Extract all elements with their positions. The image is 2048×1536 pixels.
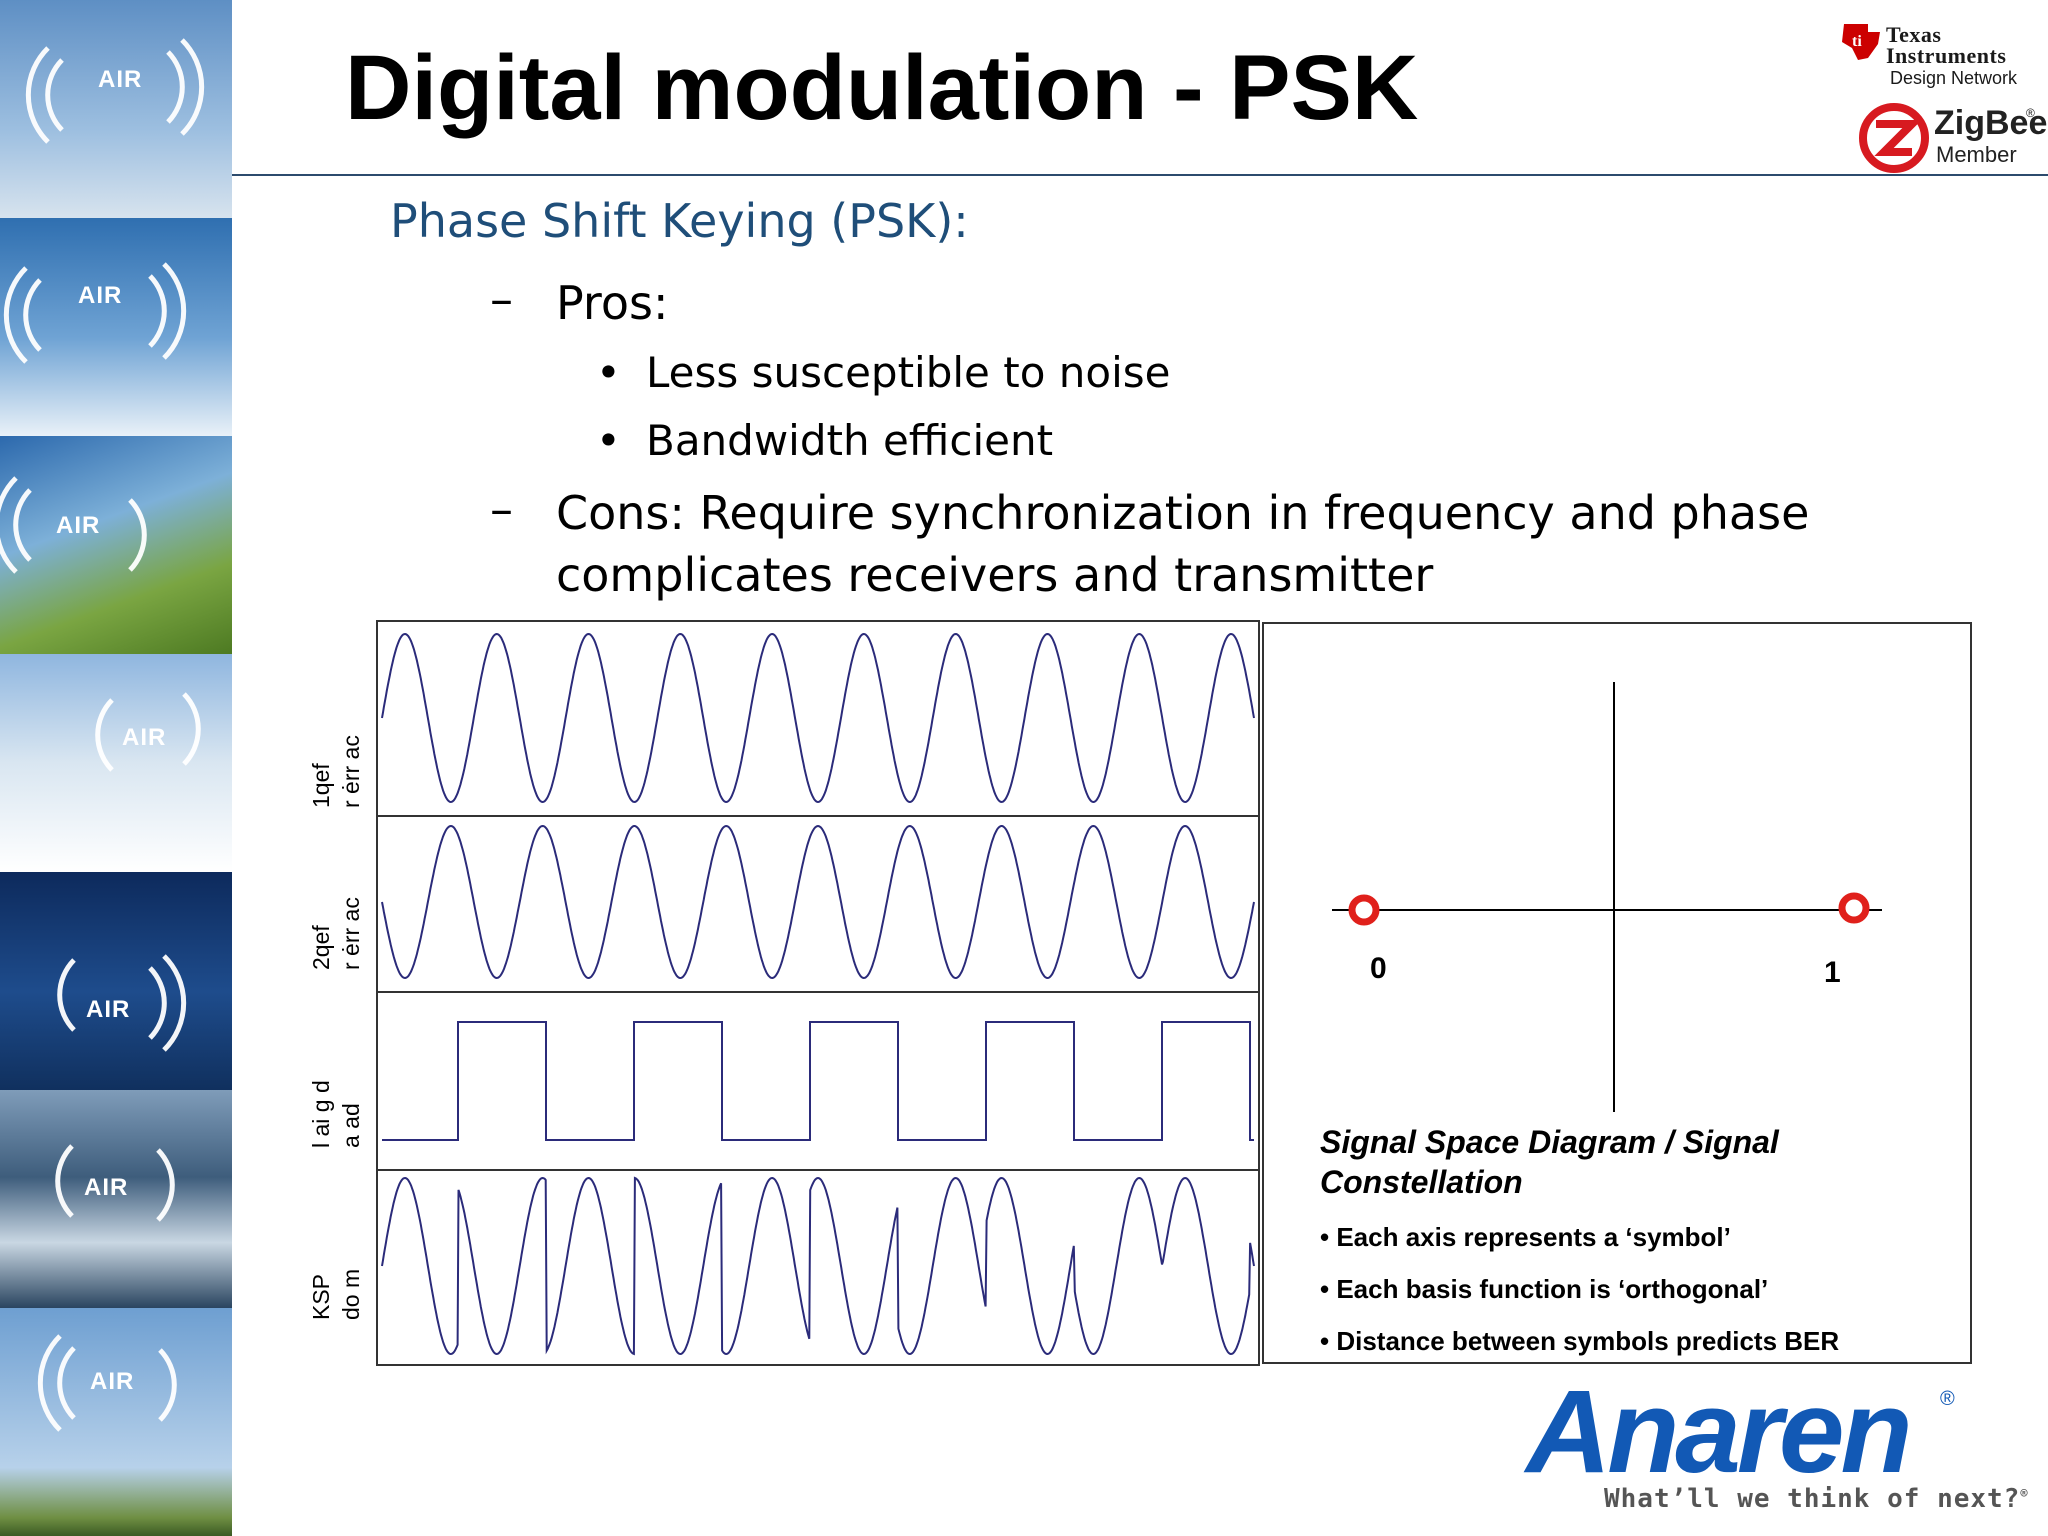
row-label-carrier-2: 2qef r ėrr ac xyxy=(306,897,366,970)
zigbee-member-logo: ZigBee ® Member xyxy=(1856,100,2047,176)
anaren-logo: Anaren ® What’ll we think of next?® xyxy=(1520,1366,2040,1524)
anaren-tagline: What’ll we think of next?® xyxy=(1604,1484,2029,1514)
pros-label: Pros: xyxy=(556,276,669,330)
constellation-note: • Each basis function is ‘orthogonal’ xyxy=(1320,1274,1769,1304)
ti-state-icon: ti xyxy=(1842,24,1880,60)
psk-heading: Phase Shift Keying (PSK): xyxy=(390,194,969,248)
bullet-marker: • xyxy=(596,416,621,465)
constellation-title: Signal Space Diagram / Signal Constellat… xyxy=(1320,1124,1779,1200)
photo-panel-windsurfer: AIR xyxy=(0,872,232,1090)
photo-panel-skateboarder: AIR xyxy=(0,0,232,218)
row-label-line: a ad xyxy=(338,1103,364,1148)
digital-data-wave xyxy=(382,1021,1254,1141)
ti-brand-line1: Texas xyxy=(1886,22,1942,47)
dash-marker: – xyxy=(490,482,513,536)
cons-item: – Cons: Require synchronization in frequ… xyxy=(490,482,1990,612)
radio-waves-decoration xyxy=(0,38,205,1432)
texas-instruments-logo: ti Texas Instruments Design Network xyxy=(1836,18,2036,92)
row-label-line: 1qef xyxy=(308,763,334,808)
anaren-tagline-text: What’ll we think of next? xyxy=(1604,1484,2021,1514)
svg-text:ti: ti xyxy=(1852,33,1862,50)
carrier-2-wave xyxy=(381,824,1255,980)
anaren-registered-mark: ® xyxy=(1940,1388,1955,1410)
signal-constellation-panel: 0 1 Signal Space Diagram / Signal Conste… xyxy=(1262,622,1972,1364)
row-label-carrier-1: 1qef r ėrr ac xyxy=(306,735,366,808)
constellation-note: • Distance between symbols predicts BER xyxy=(1320,1326,1840,1356)
pros-point-text: Bandwidth efficient xyxy=(646,416,1054,465)
photo-panel-cyclist: AIR xyxy=(0,436,232,654)
slide-title: Digital modulation - PSK xyxy=(345,37,1419,139)
zigbee-registered-mark: ® xyxy=(2026,106,2035,120)
row-label-line: l ai g d xyxy=(308,1080,334,1148)
psk-modulated-wave xyxy=(381,1176,1255,1356)
dash-marker: – xyxy=(490,272,513,326)
air-badge: AIR xyxy=(98,66,143,93)
row-label-line: r ėrr ac xyxy=(338,897,364,970)
air-badge: AIR xyxy=(90,1368,135,1395)
symbol-0-label: 0 xyxy=(1370,952,1387,985)
constellation-axes xyxy=(1332,682,1882,1112)
air-badge: AIR xyxy=(56,512,101,539)
pros-item: – Pros: xyxy=(490,272,1690,334)
cons-line-1: Cons: Require synchronization in frequen… xyxy=(556,486,1810,540)
photo-panel-surfer: AIR xyxy=(0,1090,232,1308)
row-label-digital-data: l ai g d a ad xyxy=(306,1080,366,1148)
air-badge: AIR xyxy=(78,282,123,309)
carrier-1-wave xyxy=(381,632,1255,804)
photo-panel-skier: AIR xyxy=(0,218,232,436)
anaren-tagline-reg: ® xyxy=(2020,1486,2029,1501)
photo-panel-skater: AIR xyxy=(0,1308,232,1536)
title-divider xyxy=(232,174,2048,176)
row-label-line: KSP xyxy=(308,1273,334,1320)
constellation-note-text: Distance between symbols predicts BER xyxy=(1336,1326,1840,1356)
zigbee-z-icon xyxy=(1859,103,1929,173)
constellation-note-text: Each basis function is ‘orthogonal’ xyxy=(1336,1274,1769,1304)
pros-point-1: • Less susceptible to noise xyxy=(596,348,1496,402)
cons-line-2: complicates receivers and transmitter xyxy=(556,548,1434,602)
air-badge: AIR xyxy=(86,996,131,1023)
row-label-line: r ėrr ac xyxy=(338,735,364,808)
bullet-marker: • xyxy=(596,348,621,397)
constellation-note: • Each axis represents a ‘symbol’ xyxy=(1320,1222,1731,1252)
pros-point-text: Less susceptible to noise xyxy=(646,348,1171,397)
ti-design-network: Design Network xyxy=(1890,68,2018,88)
air-badge: AIR xyxy=(122,724,167,751)
anaren-wordmark: Anaren xyxy=(1526,1366,1913,1498)
row-label-psk-modulated: KSP do m xyxy=(306,1269,366,1320)
constellation-note-text: Each axis represents a ‘symbol’ xyxy=(1336,1222,1731,1252)
symbol-0-point xyxy=(1348,894,1380,926)
ti-brand-line2: Instruments xyxy=(1886,43,2007,68)
photo-panel-snowboarder: AIR xyxy=(0,654,232,872)
symbol-1-point xyxy=(1838,892,1870,924)
zigbee-member-label: Member xyxy=(1936,142,2017,167)
air-badge: AIR xyxy=(84,1174,129,1201)
zigbee-wordmark: ZigBee xyxy=(1934,104,2048,142)
photo-strip: AIR AIR AIR AIR AIR AIR AIR xyxy=(0,0,232,1536)
pros-point-2: • Bandwidth efficient xyxy=(596,416,1496,470)
row-label-line: do m xyxy=(338,1268,364,1320)
psk-waveform-plot xyxy=(376,620,1260,1366)
row-label-line: 2qef xyxy=(308,925,334,970)
symbol-1-label: 1 xyxy=(1824,956,1841,989)
